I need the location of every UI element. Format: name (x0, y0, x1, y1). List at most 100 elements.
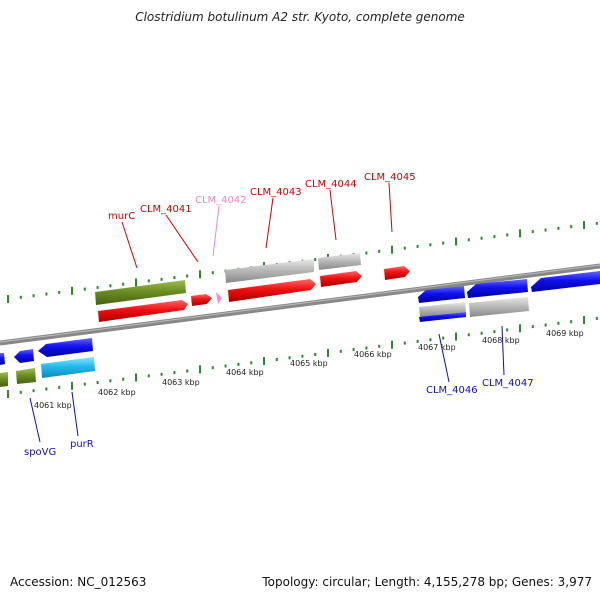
gene-label-CLM_4041[interactable]: CLM_4041 (140, 204, 192, 215)
minor-tick (160, 372, 163, 376)
gene-label-CLM_4044[interactable]: CLM_4044 (305, 179, 357, 190)
minor-tick (506, 328, 509, 332)
minor-tick (467, 333, 470, 337)
minor-tick (147, 279, 150, 283)
tick-labels: 4061 kbp 4062 kbp 4063 kbp 4064 kbp 4065… (34, 329, 584, 410)
tick-label: 4065 kbp (290, 359, 328, 368)
minor-tick (122, 282, 125, 286)
cds-left-green[interactable] (0, 372, 8, 387)
cds-CLM_4042[interactable] (216, 292, 222, 304)
tick-label: 4063 kbp (162, 378, 200, 387)
major-tick (519, 229, 521, 238)
minor-tick (352, 348, 355, 352)
minor-tick (480, 331, 483, 335)
gene-label-spoVG[interactable]: spoVG (24, 447, 56, 458)
cds-CLM_4046[interactable] (419, 312, 466, 322)
tick-track-lower (7, 316, 598, 398)
tick-label: 4068 kbp (482, 336, 520, 345)
minor-tick (339, 349, 342, 353)
tick-label: 4061 kbp (34, 401, 72, 410)
major-tick (455, 332, 457, 341)
gene-label-CLM_4042[interactable]: CLM_4042 (195, 195, 247, 206)
minor-tick (58, 385, 61, 389)
cds-CLM_4047-upper[interactable] (467, 279, 528, 298)
gene-label-CLM_4046[interactable]: CLM_4046 (426, 385, 478, 396)
cds-CLM_4046-upper[interactable] (418, 286, 465, 303)
minor-tick (173, 371, 176, 375)
minor-tick (160, 277, 163, 281)
cds-spoVG-region[interactable] (38, 338, 93, 357)
cds-left-blue-2[interactable] (14, 349, 34, 363)
major-tick (71, 286, 73, 295)
cds-CLM_4044-grey[interactable] (318, 253, 361, 270)
minor-tick (288, 356, 291, 360)
minor-tick (250, 361, 253, 365)
forward-features (95, 253, 410, 322)
minor-tick (429, 338, 432, 342)
cds-CLM_4043[interactable] (228, 279, 316, 302)
tick-label: 4067 kbp (418, 343, 456, 352)
gene-label-CLM_4045[interactable]: CLM_4045 (364, 172, 416, 183)
minor-tick (544, 228, 547, 232)
tick-label: 4064 kbp (226, 368, 264, 377)
cds-CLM_4045[interactable] (384, 266, 410, 280)
cds-CLM_4047[interactable] (469, 297, 529, 317)
minor-tick (237, 362, 240, 366)
reverse-features (0, 271, 600, 387)
minor-tick (378, 249, 381, 253)
genome-backbone (0, 263, 600, 346)
cds-left-blue-1[interactable] (0, 353, 5, 365)
genome-title: Clostridium botulinum A2 str. Kyoto, com… (135, 10, 465, 24)
gene-label-purR[interactable]: purR (70, 439, 94, 450)
label-leaders (29, 182, 505, 443)
cds-CLM_4043-grey[interactable] (225, 259, 314, 283)
minor-tick (493, 235, 496, 239)
minor-tick (595, 316, 598, 320)
major-tick (135, 278, 137, 287)
minor-tick (378, 344, 381, 348)
gene-labels: murC CLM_4041 CLM_4042 CLM_4043 CLM_4044… (24, 172, 534, 458)
minor-tick (224, 364, 227, 368)
cds-murC[interactable] (98, 300, 188, 322)
minor-tick (19, 390, 22, 394)
cds-spoVG[interactable] (16, 368, 36, 384)
cds-right-blue[interactable] (531, 271, 600, 292)
cds-murC-green[interactable] (95, 280, 186, 305)
minor-tick (58, 290, 61, 294)
tick-label: 4069 kbp (546, 329, 584, 338)
minor-tick (122, 377, 125, 381)
minor-tick (557, 226, 560, 230)
minor-tick (416, 244, 419, 248)
major-tick (391, 245, 393, 254)
minor-tick (186, 274, 189, 278)
minor-tick (365, 346, 368, 350)
minor-tick (506, 233, 509, 237)
minor-tick (314, 353, 317, 356)
cds-CLM_4044[interactable] (320, 271, 362, 287)
minor-tick (403, 341, 406, 345)
minor-tick (45, 292, 48, 296)
genome-summary: Topology: circular; Length: 4,155,278 bp… (262, 575, 592, 589)
minor-tick (570, 225, 573, 229)
minor-tick (301, 354, 304, 358)
minor-tick (109, 284, 112, 288)
gene-label-CLM_4047[interactable]: CLM_4047 (482, 378, 534, 389)
minor-tick (314, 258, 317, 261)
minor-tick (557, 321, 560, 325)
major-tick (7, 295, 9, 303)
minor-tick (83, 382, 86, 386)
gene-label-CLM_4043[interactable]: CLM_4043 (250, 187, 302, 198)
minor-tick (442, 241, 445, 245)
accession-label: Accession: NC_012563 (10, 575, 147, 589)
minor-tick (493, 330, 496, 334)
minor-tick (365, 251, 368, 255)
minor-tick (403, 246, 406, 250)
major-tick (199, 365, 201, 374)
cds-purR[interactable] (41, 357, 95, 378)
minor-tick (173, 276, 176, 280)
cds-CLM_4041[interactable] (191, 294, 212, 306)
major-tick (327, 348, 329, 357)
gene-label-murC[interactable]: murC (108, 211, 135, 222)
major-tick (519, 324, 521, 333)
minor-tick (544, 323, 547, 327)
